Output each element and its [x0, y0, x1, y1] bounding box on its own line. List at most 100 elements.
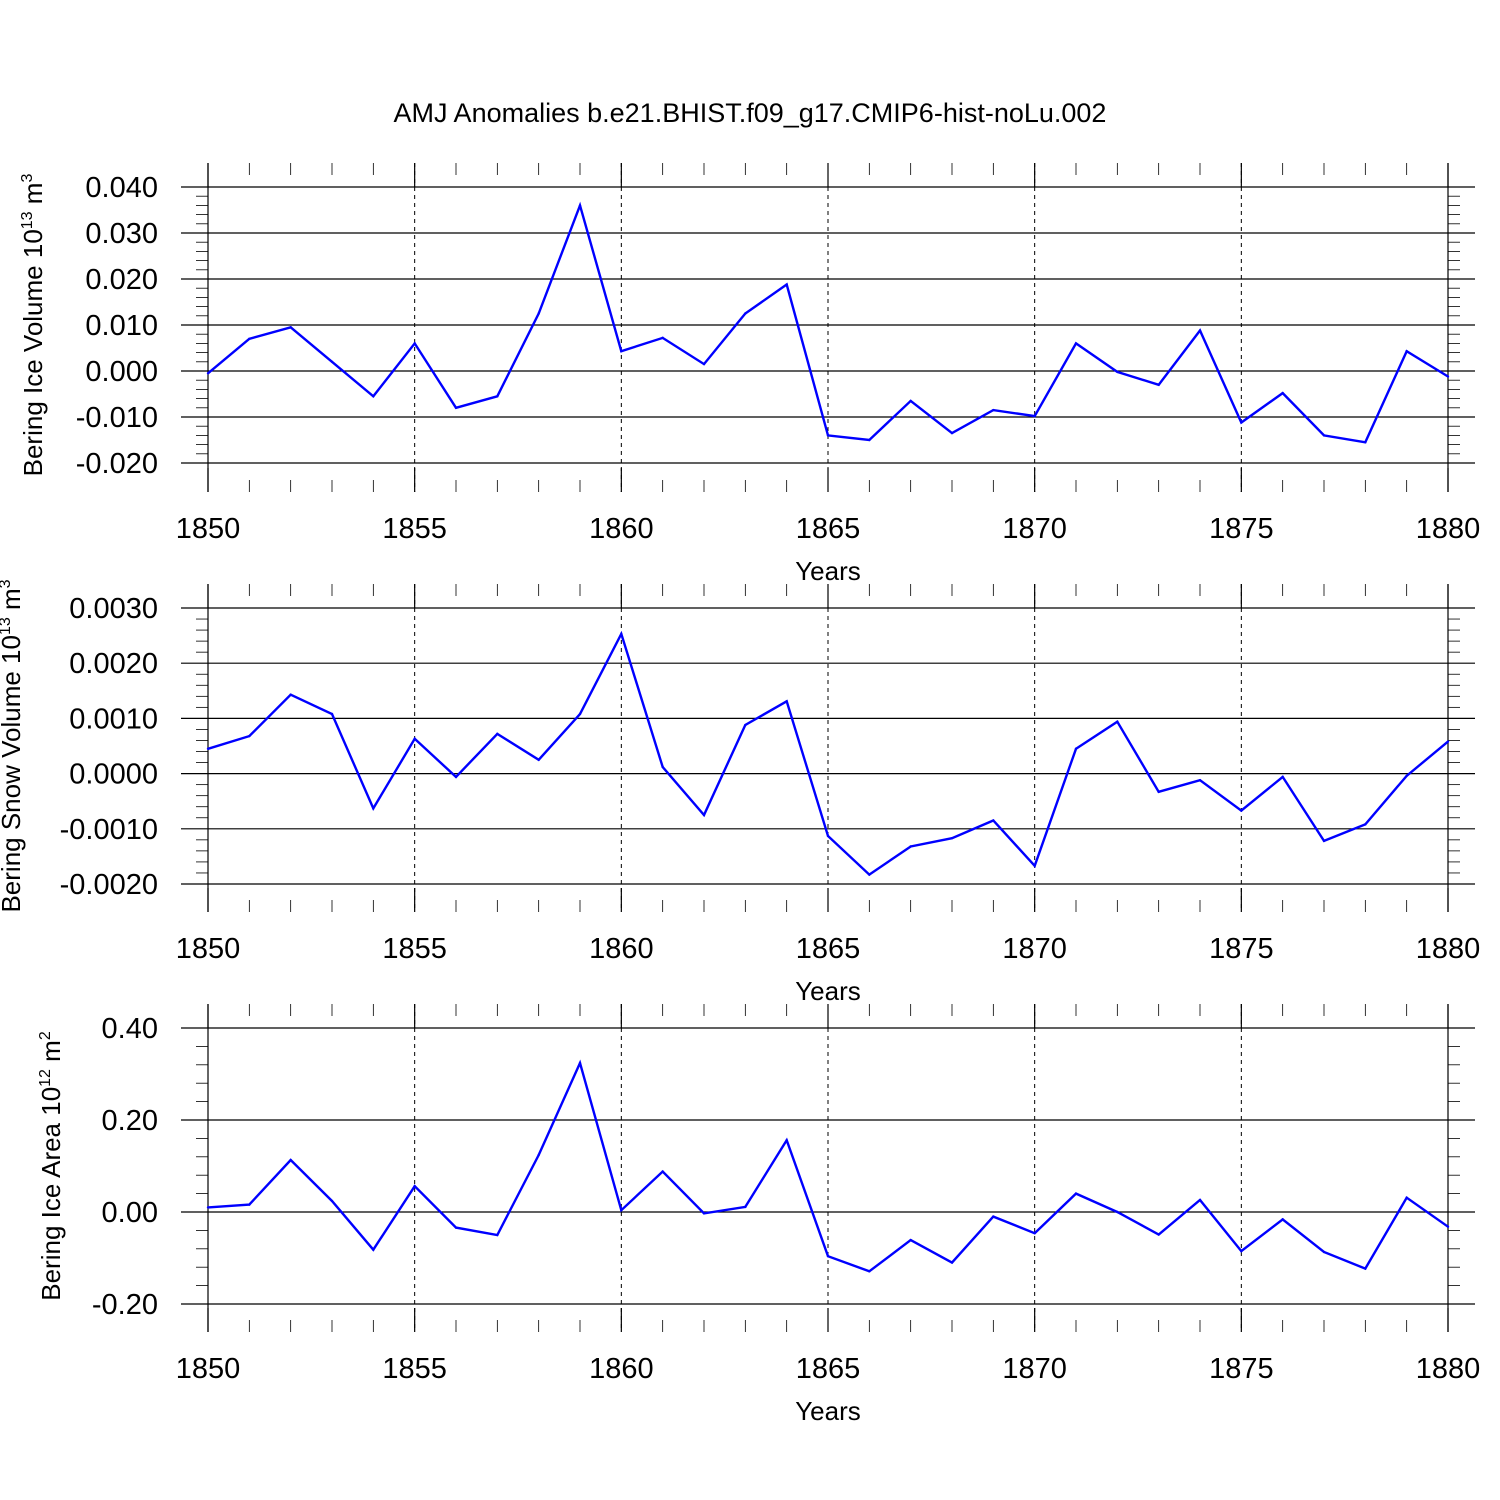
x-tick-label: 1875: [1209, 1353, 1274, 1385]
x-tick-label: 1870: [1002, 933, 1067, 965]
data-point: [702, 813, 706, 817]
x-axis-title: Years: [795, 556, 861, 586]
data-point: [620, 632, 623, 636]
data-point: [289, 1158, 292, 1162]
data-point: [702, 1212, 706, 1215]
data-point: [330, 712, 334, 716]
x-tick-label: 1880: [1416, 1353, 1481, 1385]
x-tick-label: 1865: [796, 513, 861, 545]
data-point: [537, 758, 540, 761]
data-point: [1033, 414, 1036, 418]
data-point: [1405, 1196, 1408, 1199]
data-point: [537, 312, 540, 315]
data-point: [1240, 421, 1243, 424]
data-point: [206, 1206, 210, 1209]
x-tick-label: 1860: [589, 513, 654, 545]
data-point: [1240, 1249, 1243, 1253]
data-point: [496, 732, 499, 736]
data-point: [1074, 1192, 1078, 1195]
data-point: [702, 362, 706, 366]
y-tick-label: -0.0020: [60, 869, 158, 901]
y-tick-label: 0.0010: [69, 703, 158, 735]
data-point: [744, 723, 747, 727]
data-point: [909, 1238, 912, 1242]
data-point: [950, 836, 954, 840]
x-tick-label: 1875: [1209, 513, 1274, 545]
data-point: [1116, 720, 1119, 723]
data-point: [1116, 370, 1119, 374]
data-point: [1033, 1231, 1036, 1235]
y-axis-title: Bering Ice Area 1012 m2: [36, 1031, 66, 1301]
y-tick-label: 0.40: [102, 1013, 158, 1045]
x-axis-title: Years: [795, 1396, 861, 1426]
data-point: [744, 312, 747, 315]
x-tick-label: 1850: [176, 933, 241, 965]
data-point: [330, 1199, 334, 1203]
data-point: [1364, 1267, 1367, 1270]
x-tick-label: 1860: [589, 1353, 654, 1385]
y-tick-label: 0.000: [85, 356, 158, 388]
x-tick-label: 1880: [1416, 513, 1481, 545]
data-point: [1322, 839, 1326, 843]
y-tick-label: 0.020: [85, 264, 158, 296]
data-point: [785, 700, 788, 703]
panel-2: -0.0020 -0.0010 0.0000 0.0010 0.0020 0.0030 18…: [0, 579, 1480, 1006]
y-axis-title: Bering Snow Volume 1013 m3: [0, 579, 26, 912]
data-point: [661, 1170, 664, 1173]
y-tick-label: 0.040: [85, 172, 158, 204]
x-axis-title: Years: [795, 976, 861, 1006]
data-point: [1364, 441, 1367, 444]
data-point: [1446, 375, 1450, 378]
data-point: [1198, 1198, 1202, 1202]
data-point: [1446, 1225, 1450, 1228]
data-point: [992, 408, 995, 412]
data-point: [1281, 1218, 1284, 1221]
y-tick-label: 0.010: [85, 310, 158, 342]
data-point: [289, 693, 292, 696]
data-point: [950, 1261, 954, 1264]
x-tick-label: 1865: [796, 933, 861, 965]
data-point: [578, 712, 582, 716]
data-point: [950, 431, 954, 435]
x-tick-label: 1850: [176, 513, 241, 545]
data-point: [620, 1208, 623, 1212]
data-point: [868, 1270, 871, 1273]
data-point: [1116, 1210, 1119, 1214]
data-point: [1281, 391, 1284, 395]
data-point: [206, 747, 210, 750]
data-point: [1364, 823, 1367, 826]
data-point: [413, 342, 416, 345]
data-point: [826, 1254, 830, 1258]
data-point: [248, 734, 251, 738]
y-tick-label: 0.0020: [69, 648, 158, 680]
data-point: [785, 283, 788, 286]
x-tick-label: 1870: [1002, 1353, 1067, 1385]
data-point: [1322, 1250, 1326, 1254]
y-tick-label: -0.20: [92, 1289, 158, 1321]
x-tick-label: 1855: [382, 933, 447, 965]
data-point: [661, 336, 664, 340]
data-point: [454, 775, 458, 779]
y-tick-label: 0.0030: [69, 593, 158, 625]
data-point: [372, 1248, 375, 1251]
data-point: [248, 337, 251, 340]
data-point: [1405, 350, 1408, 353]
y-tick-label: -0.0010: [60, 814, 158, 846]
data-point: [1033, 864, 1036, 867]
data-point: [578, 204, 582, 207]
data-point: [1074, 342, 1078, 345]
y-axis-title: Bering Ice Volume 1013 m3: [18, 174, 48, 477]
panel-1: -0.020 -0.010 0.000 0.010 0.020 0.030 0.040 185…: [18, 163, 1480, 586]
data-point: [248, 1203, 251, 1206]
data-point: [206, 372, 210, 375]
x-tick-label: 1875: [1209, 933, 1274, 965]
data-point: [785, 1139, 788, 1142]
data-point: [1198, 329, 1202, 332]
data-point: [909, 399, 912, 403]
data-point: [413, 737, 416, 741]
data-point: [661, 765, 664, 769]
data-point: [454, 1226, 458, 1229]
data-point: [578, 1061, 582, 1065]
x-tick-label: 1865: [796, 1353, 861, 1385]
